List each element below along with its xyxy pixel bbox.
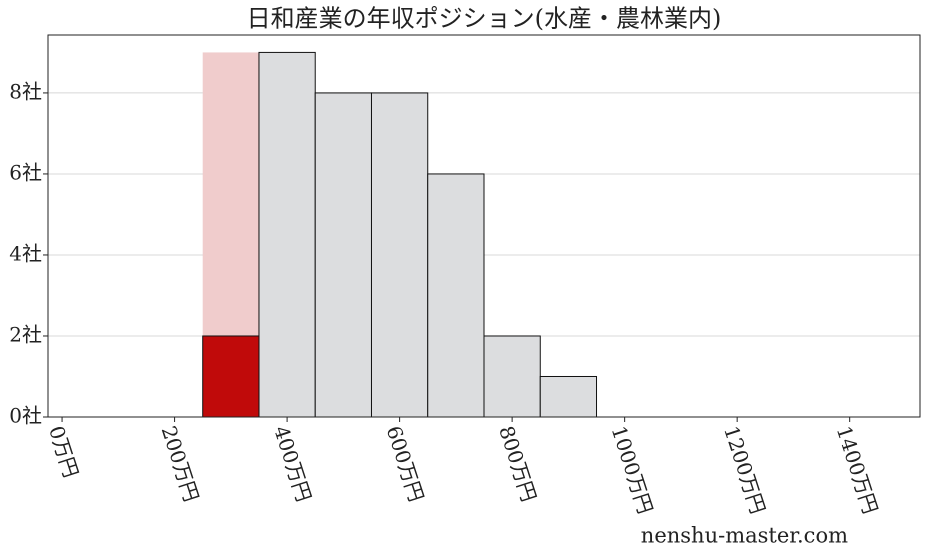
y-tick-label: 0社	[9, 404, 42, 428]
bar	[314, 92, 372, 418]
bar	[258, 51, 316, 418]
chart-title: 日和産業の年収ポジション(水産・農林業内)	[247, 5, 722, 33]
plot-frame	[47, 34, 921, 418]
y-tick-label: 6社	[9, 160, 42, 184]
bar	[427, 173, 485, 418]
watermark: nenshu-master.com	[641, 524, 848, 548]
y-tick-label: 4社	[9, 241, 42, 265]
bar	[539, 375, 598, 418]
bar	[370, 92, 429, 418]
y-tick-label: 2社	[9, 322, 42, 346]
bar	[483, 335, 541, 418]
bar	[202, 335, 260, 418]
y-tick-label: 8社	[9, 79, 42, 103]
